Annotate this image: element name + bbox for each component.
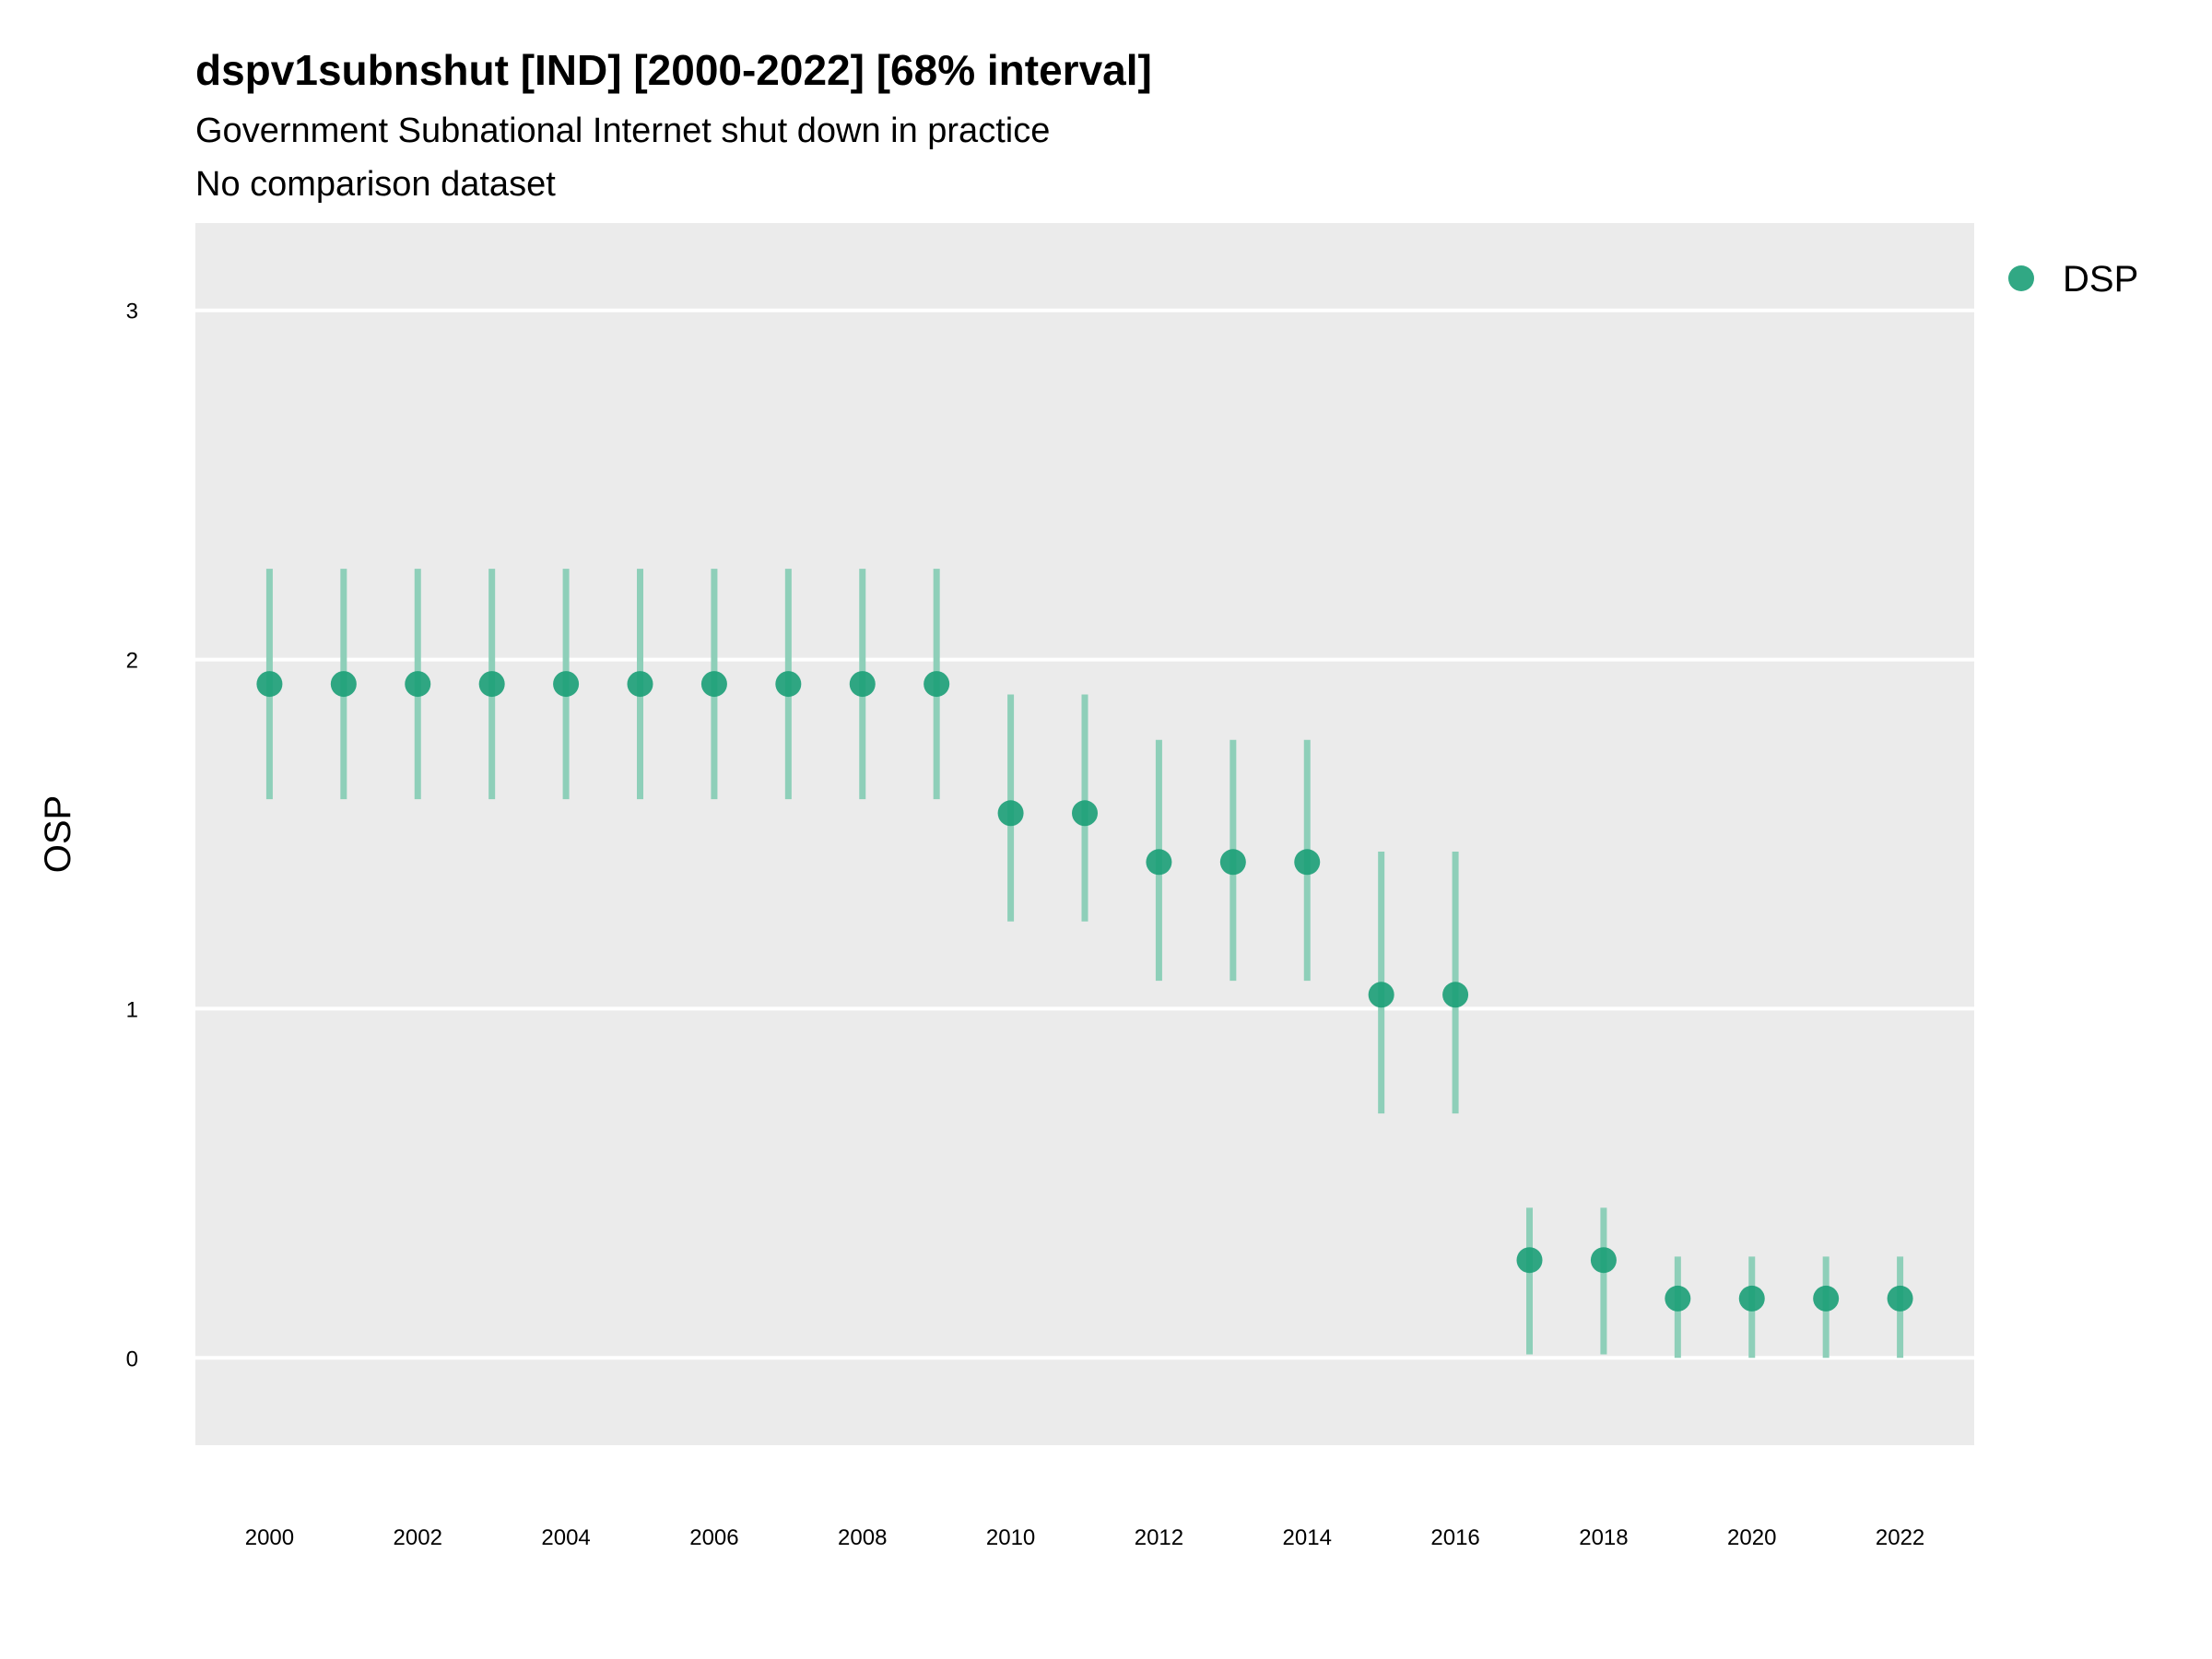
y-tick-label: 3: [126, 300, 138, 324]
chart-title: dspv1subnshut [IND] [2000-2022] [68% int…: [195, 46, 1152, 94]
data-point: [256, 671, 283, 698]
chart-subtitle: Government Subnational Internet shut dow…: [195, 112, 1050, 150]
x-tick-label: 2020: [1727, 1525, 1776, 1550]
y-tick-label: 2: [126, 649, 138, 674]
data-point: [1368, 982, 1394, 1008]
x-tick-label: 2022: [1876, 1525, 1924, 1550]
x-tick-label: 2004: [541, 1525, 590, 1550]
data-point: [997, 800, 1024, 827]
data-point: [1442, 982, 1469, 1008]
data-point: [405, 671, 431, 698]
y-axis-label: OSP: [38, 795, 78, 873]
x-tick-label: 2000: [245, 1525, 294, 1550]
x-tick-label: 2002: [394, 1525, 442, 1550]
data-point: [924, 671, 950, 698]
data-point: [1665, 1285, 1691, 1312]
data-point: [1294, 849, 1321, 876]
data-point: [1813, 1285, 1840, 1312]
legend: DSP: [2008, 259, 2138, 300]
legend-label-dsp: DSP: [2063, 259, 2138, 300]
x-tick-label: 2006: [689, 1525, 738, 1550]
data-point: [330, 671, 357, 698]
data-point: [553, 671, 580, 698]
y-tick-label: 0: [126, 1347, 138, 1371]
data-point: [700, 671, 727, 698]
data-point: [1072, 800, 1098, 827]
x-tick-label: 2018: [1579, 1525, 1628, 1550]
data-point: [478, 671, 505, 698]
x-tick-label: 2010: [986, 1525, 1035, 1550]
x-tick-label: 2012: [1135, 1525, 1183, 1550]
x-tick-label: 2016: [1430, 1525, 1479, 1550]
data-point: [1146, 849, 1172, 876]
x-tick-label: 2008: [838, 1525, 887, 1550]
y-tick-label: 1: [126, 997, 138, 1022]
data-point: [1738, 1285, 1765, 1312]
x-tick-label: 2014: [1283, 1525, 1332, 1550]
chart-caption: No comparison dataset: [195, 165, 556, 204]
legend-swatch-dsp: [2008, 265, 2034, 291]
data-point: [1516, 1247, 1543, 1274]
x-axis-ticks: 2000 2002 2004 2006 2008 2010 2012 2014 2016 2018…: [245, 1525, 1925, 1550]
data-point: [1590, 1247, 1617, 1274]
y-axis-ticks: 0 1 2 3: [126, 300, 138, 1372]
data-point: [1887, 1285, 1913, 1312]
data-point: [1219, 849, 1246, 876]
data-point: [775, 671, 802, 698]
data-point: [627, 671, 653, 698]
data-points: [256, 671, 1913, 1312]
data-point: [849, 671, 876, 698]
